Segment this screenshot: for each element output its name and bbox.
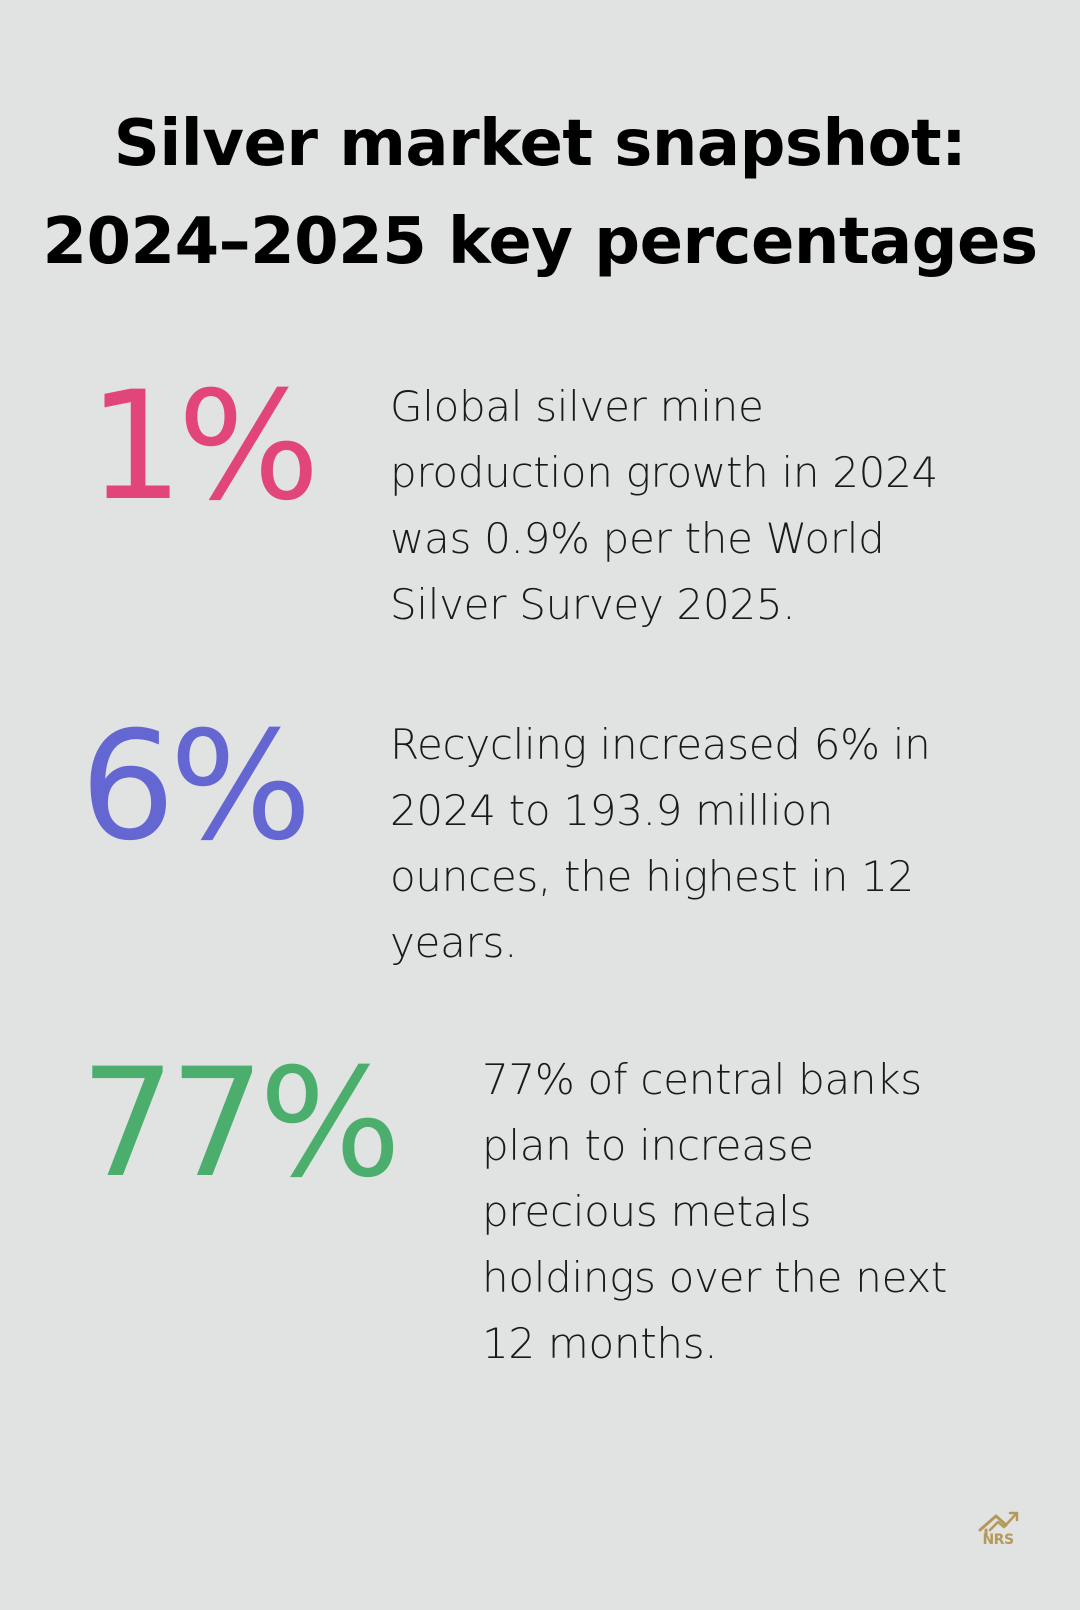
title-line-2: 2024–2025 key percentages	[42, 205, 1038, 279]
house-chart-icon	[978, 1511, 1019, 1536]
logo-text: NRS	[982, 1532, 1014, 1548]
stat-value-3: 77%	[80, 1037, 401, 1211]
stat-description-2: Recycling increased 6% in 2024 to 193.9 …	[390, 720, 931, 967]
stat-value-1: 1%	[88, 360, 320, 534]
page-title: Silver market snapshot: 2024–2025 key pe…	[0, 95, 1080, 291]
title-line-1: Silver market snapshot:	[113, 107, 967, 181]
stat-description-3: 77% of central banks plan to increase pr…	[482, 1055, 948, 1368]
stat-value-2: 6%	[80, 700, 312, 874]
stat-description-1: Global silver mine production growth in …	[390, 382, 938, 629]
